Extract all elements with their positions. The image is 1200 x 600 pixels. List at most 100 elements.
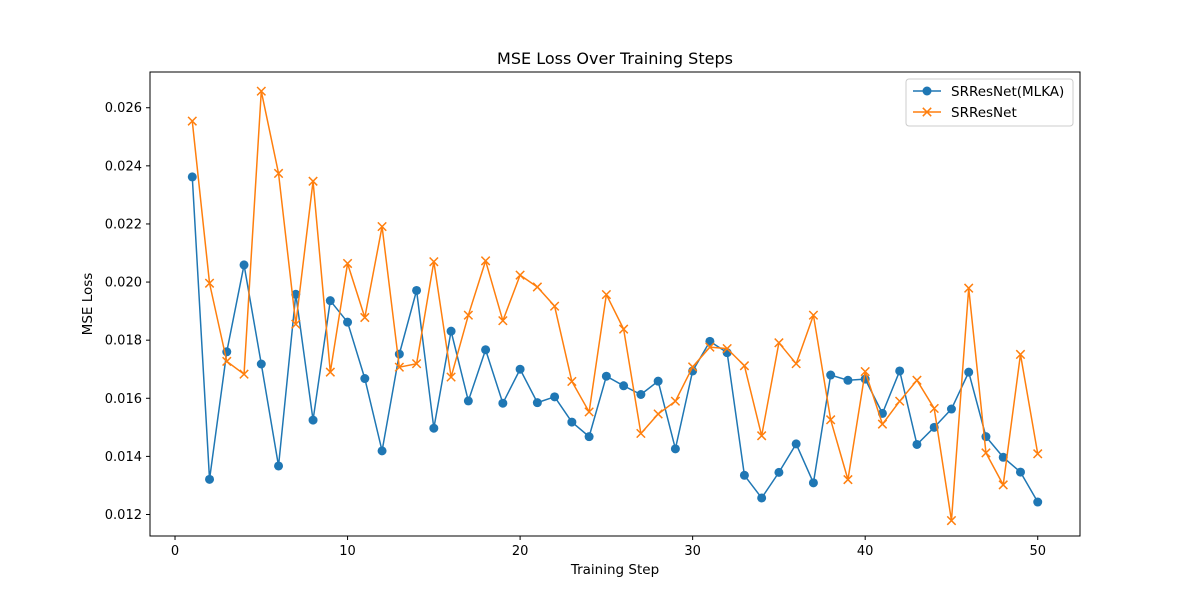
data-point-0 bbox=[343, 317, 353, 327]
data-point-1 bbox=[256, 86, 267, 96]
legend: SRResNet(MLKA) SRResNet bbox=[905, 78, 1074, 127]
data-point-1 bbox=[239, 369, 249, 379]
data-point-0 bbox=[550, 392, 560, 402]
data-point-1 bbox=[808, 310, 819, 320]
data-point-1 bbox=[498, 315, 508, 326]
legend-marker-srresnet bbox=[922, 107, 932, 117]
x-axis-label: Training Step bbox=[570, 562, 659, 578]
data-point-1 bbox=[860, 366, 870, 377]
data-point-1 bbox=[204, 278, 215, 288]
data-point-1 bbox=[791, 358, 801, 369]
data-point-1 bbox=[187, 116, 198, 126]
data-point-0 bbox=[274, 461, 284, 471]
data-point-0 bbox=[498, 398, 508, 408]
data-point-0 bbox=[808, 478, 818, 488]
x-tick-label: 0 bbox=[171, 544, 179, 559]
y-tick-label: 0.024 bbox=[105, 159, 142, 174]
data-point-0 bbox=[964, 367, 974, 377]
data-point-0 bbox=[446, 326, 456, 336]
data-point-1 bbox=[480, 256, 491, 266]
data-point-1 bbox=[774, 338, 784, 348]
data-point-1 bbox=[222, 356, 232, 367]
data-point-1 bbox=[411, 358, 422, 369]
data-point-1 bbox=[912, 375, 922, 385]
data-point-0 bbox=[895, 366, 905, 376]
data-point-0 bbox=[757, 493, 767, 503]
x-tick-label: 30 bbox=[684, 544, 701, 559]
legend-marker-mlka bbox=[922, 86, 932, 96]
data-point-0 bbox=[567, 417, 577, 427]
data-point-0 bbox=[1015, 467, 1025, 477]
legend-label-mlka: SRResNet(MLKA) bbox=[951, 84, 1064, 100]
data-point-1 bbox=[273, 168, 284, 179]
data-point-1 bbox=[843, 474, 853, 485]
data-point-0 bbox=[705, 336, 715, 346]
series-line-0 bbox=[191, 176, 1039, 503]
data-point-0 bbox=[239, 260, 249, 270]
data-point-1 bbox=[463, 310, 474, 320]
data-point-1 bbox=[446, 372, 456, 382]
y-tick-label: 0.014 bbox=[105, 450, 142, 465]
data-point-0 bbox=[791, 439, 801, 449]
data-point-1 bbox=[532, 282, 543, 292]
data-point-0 bbox=[325, 296, 335, 306]
data-point-0 bbox=[532, 398, 542, 408]
data-point-0 bbox=[912, 439, 922, 449]
data-point-1 bbox=[963, 283, 974, 293]
x-tick-label: 10 bbox=[339, 544, 356, 559]
y-tick-label: 0.022 bbox=[105, 217, 142, 232]
data-point-0 bbox=[481, 345, 491, 355]
data-point-1 bbox=[929, 403, 939, 414]
data-point-0 bbox=[826, 370, 836, 380]
y-tick-label: 0.016 bbox=[105, 392, 142, 407]
legend-label-srresnet: SRResNet bbox=[951, 105, 1017, 121]
data-point-1 bbox=[756, 431, 767, 441]
data-point-0 bbox=[981, 432, 991, 442]
data-point-0 bbox=[946, 404, 956, 414]
y-tick-label: 0.020 bbox=[105, 276, 142, 291]
data-point-0 bbox=[843, 375, 853, 385]
data-point-1 bbox=[739, 361, 750, 371]
data-point-1 bbox=[687, 362, 698, 372]
data-point-0 bbox=[377, 446, 387, 456]
data-point-0 bbox=[584, 432, 594, 442]
data-point-0 bbox=[774, 467, 784, 477]
chart-title: MSE Loss Over Training Steps bbox=[497, 49, 733, 68]
data-point-0 bbox=[636, 390, 646, 400]
data-point-0 bbox=[601, 371, 611, 381]
y-tick-label: 0.026 bbox=[105, 101, 142, 116]
data-point-1 bbox=[394, 362, 405, 372]
y-axis-label: MSE Loss bbox=[80, 273, 96, 336]
data-point-1 bbox=[618, 324, 629, 334]
data-point-1 bbox=[722, 343, 732, 354]
data-point-0 bbox=[291, 289, 301, 299]
data-point-0 bbox=[256, 359, 266, 369]
data-point-1 bbox=[670, 396, 681, 406]
data-point-0 bbox=[308, 415, 318, 425]
data-point-1 bbox=[515, 270, 525, 280]
data-point-0 bbox=[619, 381, 629, 391]
data-point-0 bbox=[739, 470, 749, 480]
data-point-1 bbox=[981, 448, 991, 458]
data-point-1 bbox=[998, 480, 1008, 490]
data-point-1 bbox=[342, 258, 353, 269]
data-point-0 bbox=[205, 474, 215, 484]
data-point-0 bbox=[653, 376, 663, 386]
data-point-0 bbox=[463, 396, 473, 406]
data-point-1 bbox=[584, 407, 594, 417]
data-point-1 bbox=[1032, 449, 1043, 459]
data-point-1 bbox=[325, 367, 336, 377]
legend-frame bbox=[905, 78, 1074, 127]
data-point-0 bbox=[412, 285, 422, 295]
data-point-0 bbox=[1033, 497, 1043, 507]
x-tick-label: 20 bbox=[512, 544, 529, 559]
x-tick-label: 40 bbox=[857, 544, 874, 559]
data-point-0 bbox=[670, 444, 680, 454]
data-point-1 bbox=[549, 301, 560, 311]
data-point-1 bbox=[360, 312, 370, 323]
data-point-1 bbox=[308, 176, 318, 186]
data-point-1 bbox=[825, 415, 836, 425]
data-point-1 bbox=[601, 289, 612, 300]
data-point-1 bbox=[429, 256, 439, 267]
